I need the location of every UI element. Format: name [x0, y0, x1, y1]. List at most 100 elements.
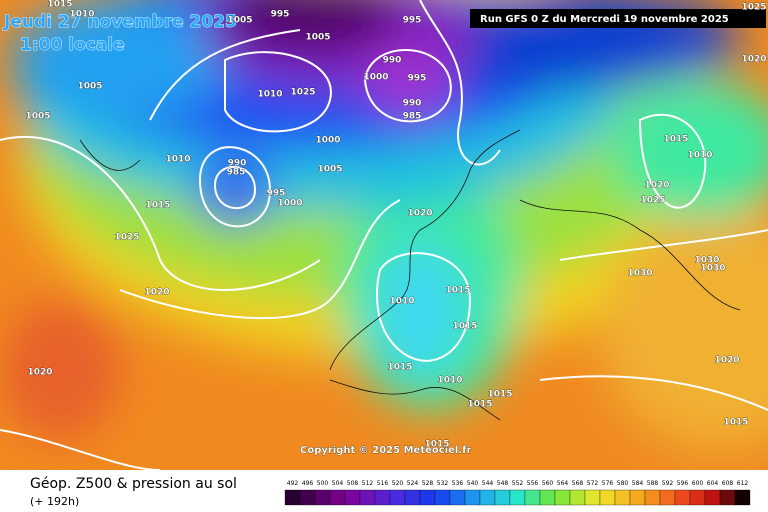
isobar-label: 995 — [403, 16, 422, 26]
scale-swatch — [344, 489, 361, 506]
scale-label: 508 — [347, 480, 359, 487]
scale-swatch — [359, 489, 376, 506]
field-title: Géop. Z500 & pression au sol — [30, 476, 237, 492]
scale-label: 552 — [512, 480, 524, 487]
isobar-label: 1010 — [69, 10, 94, 20]
isobar-label: 1025 — [640, 196, 665, 206]
isobar-label: 1030 — [694, 256, 719, 266]
run-box — [470, 9, 766, 28]
scale-label: 560 — [542, 480, 554, 487]
isobar-label: 1010 — [165, 155, 190, 165]
scale-swatch — [704, 489, 721, 506]
scale-swatch — [449, 489, 466, 506]
scale-label: 496 — [302, 480, 314, 487]
isobar-label: 985 — [227, 168, 246, 178]
scale-swatch — [404, 489, 421, 506]
isobar-label: 1000 — [315, 136, 340, 146]
scale-label: 604 — [707, 480, 719, 487]
isobar-label: 995 — [267, 189, 286, 199]
scale-swatch — [329, 489, 346, 506]
scale-label: 532 — [437, 480, 449, 487]
scale-label: 492 — [287, 480, 299, 487]
isobar-label: 1000 — [363, 73, 388, 83]
scale-label: 500 — [317, 480, 329, 487]
run-info: Run GFS 0 Z du Mercredi 19 novembre 2025 — [480, 14, 729, 25]
valid-date: Jeudi 27 novembre 2025 — [3, 12, 237, 32]
scale-swatch — [434, 489, 451, 506]
isobar-label: 1015 — [145, 201, 170, 211]
local-time: 1:00 locale — [20, 35, 125, 55]
scale-label: 568 — [572, 480, 584, 487]
color-scale: 492 496 500 504 508 512 516 520 524 528 532 536 540 5… — [284, 480, 751, 506]
isobar-label: 1025 — [290, 88, 315, 98]
isobar-label: 1015 — [445, 286, 470, 296]
isobar-label: 1015 — [47, 0, 72, 10]
forecast-step: (+ 192h) — [30, 495, 79, 508]
scale-label: 516 — [377, 480, 389, 487]
scale-swatch — [614, 489, 631, 506]
scale-swatch — [524, 489, 541, 506]
isobar-label: 1025 — [114, 233, 139, 243]
scale-label: 580 — [617, 480, 629, 487]
scale-label: 520 — [392, 480, 404, 487]
scale-label: 556 — [527, 480, 539, 487]
isobar-label: 1015 — [452, 322, 477, 332]
scale-swatch — [479, 489, 496, 506]
scale-label: 540 — [467, 480, 479, 487]
scale-label: 536 — [452, 480, 464, 487]
scale-swatch — [644, 489, 661, 506]
scale-swatch — [629, 489, 646, 506]
isobar-label: 1010 — [389, 297, 414, 307]
scale-label: 524 — [407, 480, 419, 487]
scale-swatch — [734, 489, 751, 506]
isobar-label: 1005 — [25, 112, 50, 122]
isobar-label: 1015 — [487, 390, 512, 400]
isobars — [0, 0, 768, 470]
isobar-label: 1020 — [407, 209, 432, 219]
scale-label: 612 — [737, 480, 749, 487]
isobar-label: 1020 — [27, 368, 52, 378]
scale-swatch — [674, 489, 691, 506]
scale-label: 576 — [602, 480, 614, 487]
scale-label: 528 — [422, 480, 434, 487]
scale-label: 608 — [722, 480, 734, 487]
isobar-label: 1010 — [257, 90, 282, 100]
scale-swatch — [374, 489, 391, 506]
isobar-label: 1020 — [144, 288, 169, 298]
copyright: Copyright © 2025 Meteociel.fr — [300, 445, 471, 456]
scale-swatch — [599, 489, 616, 506]
scale-swatch — [509, 489, 526, 506]
isobar-label: 1030 — [700, 264, 725, 274]
isobar-label: 995 — [271, 10, 290, 20]
isobar-label: 1030 — [627, 269, 652, 279]
isobar-label: 1020 — [741, 55, 766, 65]
isobar-label: 995 — [408, 74, 427, 84]
isobar-label: 1015 — [424, 440, 449, 450]
coastlines — [79, 129, 741, 421]
scale-label: 512 — [362, 480, 374, 487]
isobar-label: 990 — [383, 56, 402, 66]
scale-swatch — [569, 489, 586, 506]
scale-label: 592 — [662, 480, 674, 487]
isobar-label: 1020 — [644, 181, 669, 191]
scale-label: 544 — [482, 480, 494, 487]
scale-swatch — [719, 489, 736, 506]
isobar-label: 1025 — [741, 3, 766, 13]
isobar-label: 990 — [228, 159, 247, 169]
field — [0, 0, 768, 470]
scale-swatch — [314, 489, 331, 506]
isobar-label: 985 — [403, 112, 422, 122]
scale-label: 572 — [587, 480, 599, 487]
isobar-label: 1015 — [663, 135, 688, 145]
scale-swatch — [284, 489, 301, 506]
isobar-label: 1015 — [387, 363, 412, 373]
isobar-label: 1010 — [437, 376, 462, 386]
scale-swatch — [584, 489, 601, 506]
scale-label: 588 — [647, 480, 659, 487]
isobar-label: 1015 — [467, 400, 492, 410]
isobar-label: 1005 — [317, 165, 342, 175]
scale-swatch — [389, 489, 406, 506]
